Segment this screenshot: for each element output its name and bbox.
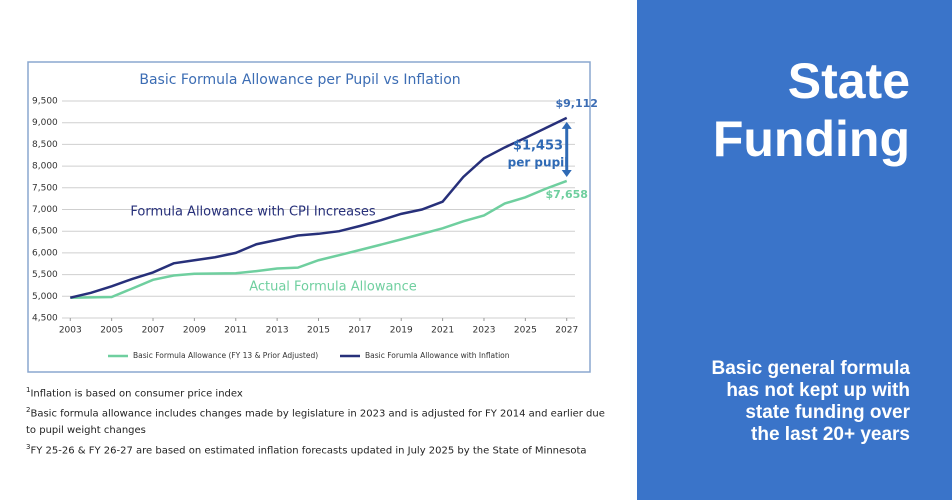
x-tick-label: 2013 [266,326,289,336]
y-tick-label: 8,000 [32,162,58,172]
y-tick-label: 7,000 [32,205,58,215]
panel-title-line: State [787,53,910,109]
footnote-marker: 3 [26,442,31,451]
legend-label: Basic Formula Allowance (FY 13 & Prior A… [133,351,318,360]
footnote-marker: 2 [26,406,31,415]
y-tick-label: 9,000 [32,118,58,128]
panel-title: State Funding [713,52,910,168]
y-tick-label: 4,500 [32,314,58,324]
arrow-head [561,121,572,129]
x-tick-label: 2003 [59,326,82,336]
footnote-text: Inflation is based on consumer price ind… [30,388,243,400]
x-tick-label: 2025 [514,326,537,336]
y-tick-label: 9,500 [32,97,58,107]
footnote-marker: 1 [26,386,31,394]
panel-subtitle-line: has not kept up with [726,380,910,401]
panel-subtitle-line: Basic general formula [711,358,910,379]
y-tick-label: 5,000 [32,292,58,302]
series-line [70,179,568,299]
x-tick-label: 2021 [431,326,454,336]
arrow-head [561,169,572,177]
x-tick-label: 2007 [142,326,165,336]
footnote: 1Inflation is based on consumer price in… [26,382,606,402]
x-tick-label: 2011 [224,326,247,336]
panel-subtitle: Basic general formula has not kept up wit… [711,358,910,446]
annotation: per pupil [508,156,569,170]
y-tick-label: 5,500 [32,270,58,280]
x-tick-label: 2019 [390,326,413,336]
annotation: $1,453 [513,139,563,154]
annotation: Actual Formula Allowance [249,280,417,295]
data-label: $9,112 [555,97,597,110]
chart-title: Basic Formula Allowance per Pupil vs Inf… [139,72,460,88]
panel-subtitle-line: state funding over [745,402,910,423]
footnote: 3FY 25-26 & FY 26-27 are based on estima… [26,439,606,459]
x-tick-label: 2015 [307,326,330,336]
x-tick-label: 2009 [183,326,206,336]
panel-title-line: Funding [712,111,910,167]
footnote-text: FY 25-26 & FY 26-27 are based on estimat… [30,444,587,456]
y-tick-label: 8,500 [32,140,58,150]
x-tick-label: 2027 [555,326,578,336]
annotation: Formula Allowance with CPI Increases [130,205,375,220]
y-tick-label: 6,000 [32,248,58,258]
data-label: $7,658 [545,188,587,201]
legend-label: Basic Forumla Allowance with Inflation [365,351,510,360]
y-tick-label: 7,500 [32,183,58,193]
series-line [69,116,568,299]
footnotes: 1Inflation is based on consumer price in… [26,382,606,459]
chart-frame [27,61,591,373]
footnote-text: Basic formula allowance includes changes… [26,408,605,436]
x-tick-label: 2017 [348,326,371,336]
x-tick-label: 2023 [473,326,496,336]
chart: Basic Formula Allowance per Pupil vs Inf… [27,61,598,373]
footnote: 2Basic formula allowance includes change… [26,402,606,438]
x-tick-label: 2005 [100,326,123,336]
side-panel: State Funding Basic general formula has no… [637,0,952,500]
y-tick-label: 6,500 [32,227,58,237]
panel-subtitle-line: the last 20+ years [751,424,910,445]
